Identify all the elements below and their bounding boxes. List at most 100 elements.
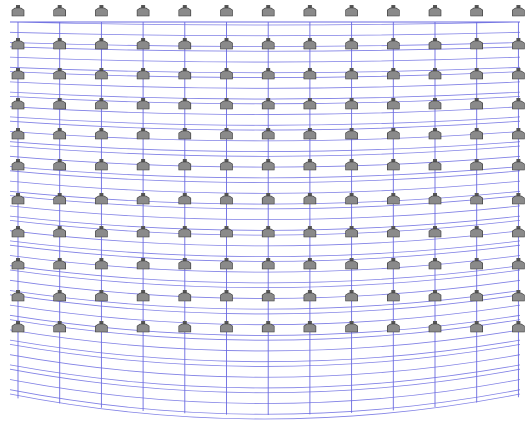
icon-body <box>304 196 316 204</box>
icon-body <box>262 162 274 170</box>
icon-body <box>471 41 483 49</box>
icon-body <box>262 101 274 109</box>
icon-body <box>512 196 524 204</box>
icon-body <box>512 324 524 332</box>
icon-body <box>512 101 524 109</box>
icon-body <box>346 71 358 79</box>
icon-body <box>95 71 107 79</box>
icon-body <box>179 162 191 170</box>
icon-body <box>137 101 149 109</box>
icon-body <box>221 229 233 237</box>
icon-body <box>346 41 358 49</box>
icon-body <box>304 229 316 237</box>
icon-body <box>429 229 441 237</box>
icon-body <box>179 71 191 79</box>
icon-body <box>54 229 66 237</box>
icon-body <box>387 41 399 49</box>
icon-body <box>429 101 441 109</box>
icon-body <box>429 71 441 79</box>
icon-body <box>346 196 358 204</box>
icon-body <box>304 71 316 79</box>
icon-body <box>387 229 399 237</box>
icon-body <box>512 162 524 170</box>
icon-body <box>54 293 66 301</box>
icon-body <box>95 41 107 49</box>
icon-body <box>512 71 524 79</box>
icon-body <box>471 324 483 332</box>
icon-body <box>95 196 107 204</box>
icon-body <box>179 229 191 237</box>
icon-body <box>387 162 399 170</box>
icon-body <box>137 293 149 301</box>
icon-body <box>179 196 191 204</box>
icon-body <box>304 261 316 269</box>
icon-body <box>346 131 358 139</box>
structure-diagram <box>0 0 528 421</box>
icon-body <box>346 101 358 109</box>
icon-body <box>471 8 483 16</box>
icon-body <box>512 8 524 16</box>
icon-body <box>387 101 399 109</box>
icon-body <box>387 293 399 301</box>
icon-body <box>262 71 274 79</box>
icon-body <box>54 261 66 269</box>
icon-body <box>387 71 399 79</box>
icon-body <box>179 8 191 16</box>
icon-body <box>387 131 399 139</box>
icon-body <box>179 261 191 269</box>
icon-body <box>54 101 66 109</box>
icon-body <box>137 131 149 139</box>
icon-body <box>346 8 358 16</box>
icon-body <box>304 131 316 139</box>
icon-body <box>387 196 399 204</box>
icon-body <box>179 324 191 332</box>
icon-body <box>429 261 441 269</box>
icon-body <box>95 8 107 16</box>
icon-body <box>471 196 483 204</box>
icon-body <box>304 293 316 301</box>
icon-body <box>12 41 24 49</box>
icon-body <box>12 162 24 170</box>
icon-body <box>95 229 107 237</box>
icon-body <box>304 324 316 332</box>
icon-body <box>471 71 483 79</box>
icon-body <box>221 196 233 204</box>
icon-body <box>429 8 441 16</box>
icon-body <box>262 229 274 237</box>
icon-body <box>221 324 233 332</box>
icon-body <box>346 293 358 301</box>
icon-body <box>221 162 233 170</box>
icon-body <box>262 41 274 49</box>
icon-body <box>346 261 358 269</box>
icon-body <box>54 8 66 16</box>
icon-body <box>137 229 149 237</box>
icon-body <box>429 293 441 301</box>
icon-body <box>12 131 24 139</box>
icon-body <box>304 101 316 109</box>
icon-body <box>262 324 274 332</box>
icon-body <box>429 324 441 332</box>
icon-body <box>304 41 316 49</box>
icon-body <box>512 261 524 269</box>
icon-body <box>221 41 233 49</box>
icon-body <box>137 324 149 332</box>
icon-body <box>471 229 483 237</box>
icon-body <box>95 324 107 332</box>
icon-body <box>221 261 233 269</box>
icon-body <box>471 131 483 139</box>
icon-body <box>512 293 524 301</box>
icon-body <box>12 8 24 16</box>
icon-body <box>12 324 24 332</box>
icon-body <box>137 261 149 269</box>
icon-body <box>54 162 66 170</box>
icon-body <box>429 41 441 49</box>
icon-body <box>471 261 483 269</box>
icon-body <box>54 131 66 139</box>
icon-body <box>54 324 66 332</box>
icon-body <box>95 261 107 269</box>
icon-body <box>179 131 191 139</box>
icon-body <box>137 196 149 204</box>
icon-body <box>387 8 399 16</box>
icon-body <box>54 41 66 49</box>
icon-body <box>471 101 483 109</box>
